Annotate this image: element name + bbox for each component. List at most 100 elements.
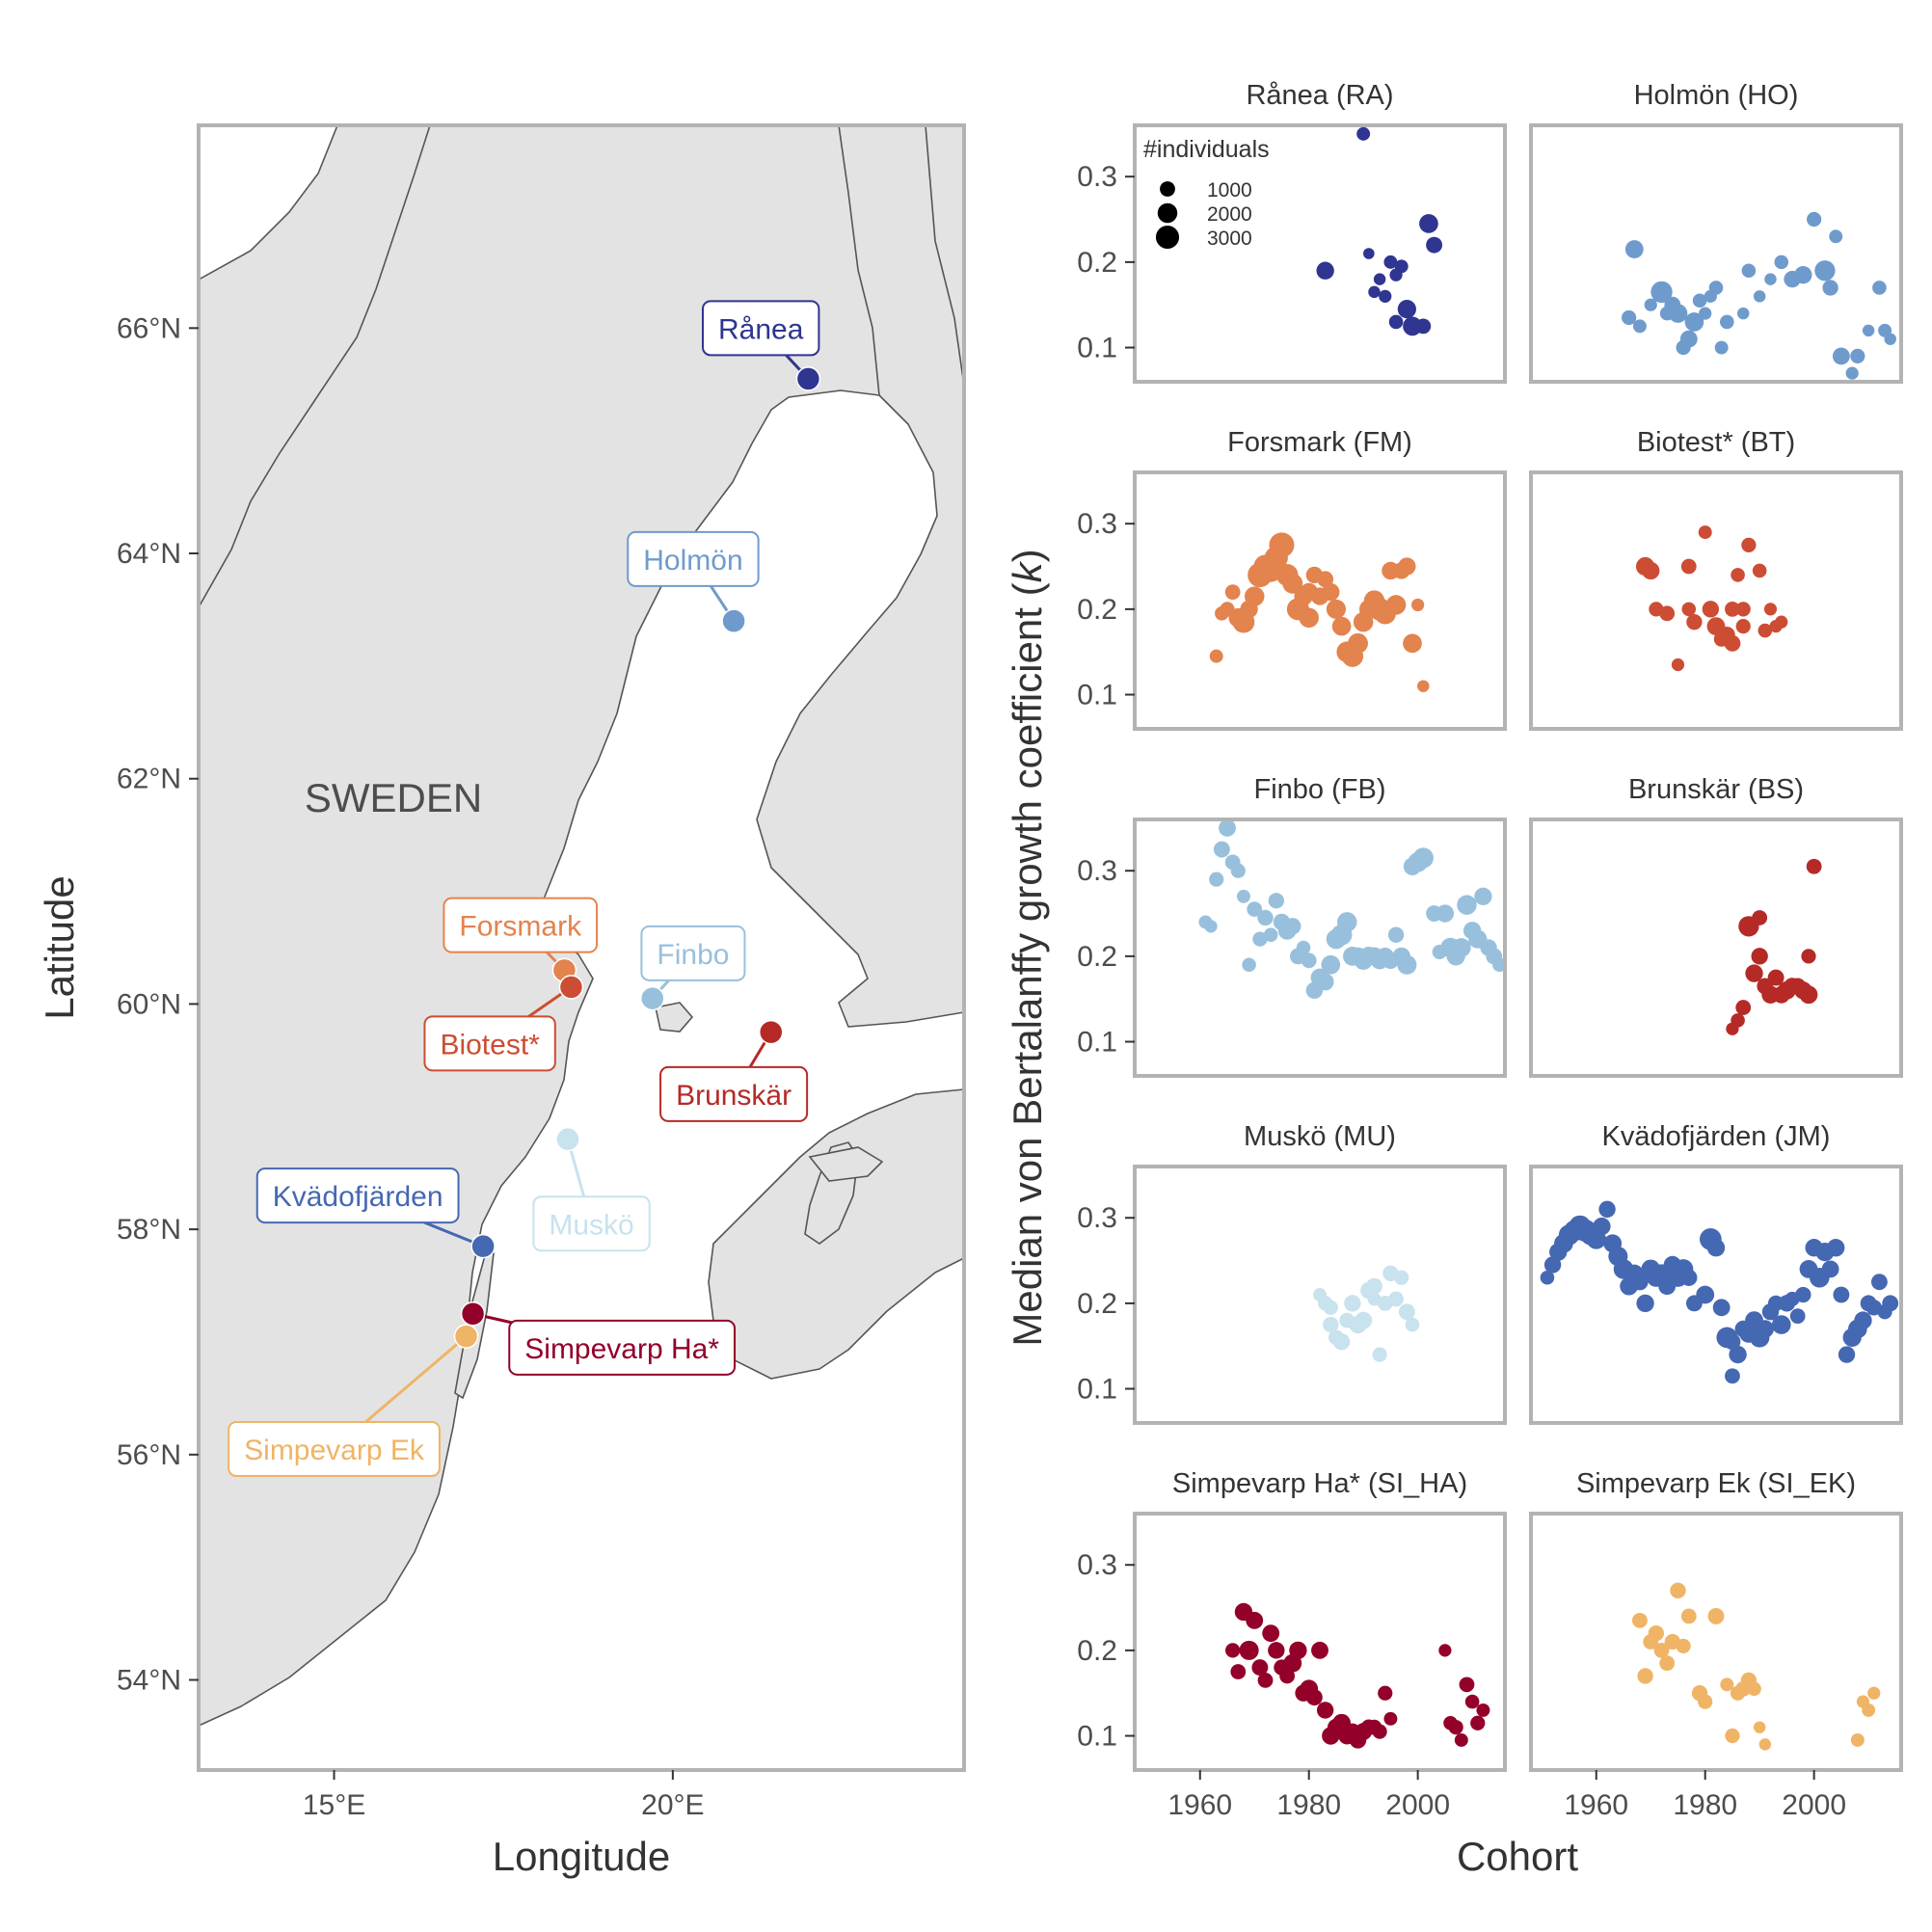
data-point [1648,1624,1665,1642]
data-point [1827,1239,1845,1257]
data-point [1598,1200,1616,1219]
y-tick-label: 0.2 [1077,941,1117,973]
data-point [1209,872,1224,887]
data-point [1696,1285,1715,1304]
data-point [1593,1217,1611,1236]
data-point [1642,561,1660,580]
data-point [1838,1346,1856,1363]
facet-title: Brunskär (BS) [1628,774,1804,805]
data-point [1882,1295,1899,1312]
data-point [1659,1655,1676,1672]
data-point [1659,605,1676,622]
data-point [1794,265,1812,284]
data-point [1230,863,1246,878]
data-point [1653,1642,1670,1658]
facet-frame [1529,818,1903,1078]
map-y-tick-label: 56°N [117,1439,181,1471]
data-point [1795,1286,1811,1303]
facet-frame [1529,1165,1903,1425]
growth-coefficient-facets: Rånea (RA) 0.1 0.2 0.3 Holmön (HO) Forsmark (… [1077,80,1903,1821]
y-tick-label: 0.3 [1077,161,1117,193]
site-mu: Muskö [532,1126,651,1252]
data-point [1806,858,1822,874]
data-point [1316,261,1334,280]
data-point [1832,347,1850,365]
data-point [1403,633,1422,654]
y-tick-label: 0.1 [1077,333,1117,364]
data-point [1735,1000,1752,1015]
facet-frame [1133,123,1507,384]
data-point [1637,1668,1653,1684]
site-label: Muskö [549,1209,633,1241]
data-point [1833,1286,1850,1303]
data-point [1464,1694,1480,1709]
data-point [1457,895,1477,915]
site-label: Finbo [657,939,729,971]
y-tick-label: 0.1 [1077,1374,1117,1406]
data-point [1356,126,1371,141]
data-point [1436,904,1455,923]
data-point [1394,259,1409,274]
facet-title: Muskö (MU) [1244,1121,1396,1152]
data-point [1367,1292,1382,1306]
data-point [1752,910,1768,926]
y-tick-label: 0.3 [1077,855,1117,887]
data-point [1317,571,1334,588]
map-axis-ticks: 15°E 20°E 54°N 56°N 58°N 60°N 62°N 64°N 66°N [117,312,705,1821]
x-tick-label: 1960 [1167,1789,1232,1821]
data-point [1753,290,1766,303]
data-point [1884,333,1896,345]
data-point [1419,214,1438,233]
data-point [1476,1703,1490,1717]
data-point [1251,1659,1269,1677]
data-point [1344,1295,1361,1312]
data-point [1712,1299,1731,1317]
data-point [1415,318,1432,335]
data-point [1699,307,1712,320]
facet-bs: Brunskär (BS) [1529,774,1903,1078]
site-ho: Holmön [627,530,760,633]
data-point [1426,236,1443,254]
map-y-tick-label: 60°N [117,988,181,1020]
map-y-tick-label: 58°N [117,1214,181,1246]
data-point [1262,1624,1280,1643]
facet-ra: Rånea (RA) 0.1 0.2 0.3 [1077,80,1507,384]
data-point [1326,599,1346,619]
y-tick-label: 0.3 [1077,1202,1117,1234]
data-point [1244,586,1265,606]
finland-border [838,125,880,396]
data-point [1268,893,1284,909]
data-point [1725,1368,1740,1384]
data-point [1224,584,1241,601]
site-marker [758,1019,784,1045]
chart-y-axis-title: Median von Bertalanffy growth coefficien… [1005,549,1050,1346]
data-point [1724,1333,1741,1351]
russia-border [925,125,964,387]
data-point [1774,255,1789,270]
size-legend-label: 2000 [1207,203,1252,226]
baltic-sea [199,389,964,1770]
data-point [1403,316,1422,336]
site-label: Holmön [643,545,742,577]
data-point [1671,657,1685,672]
facet-jm: Kvädofjärden (JM) [1529,1121,1903,1425]
data-point [1692,293,1707,309]
size-legend-key [1155,225,1180,250]
data-point [1741,537,1757,552]
facet-panel [1531,472,1901,729]
x-tick-label: 1980 [1276,1789,1341,1821]
data-point [1708,281,1724,295]
data-point [1348,632,1368,654]
data-point [1316,973,1334,991]
data-point [1540,1270,1555,1285]
site-fm: Forsmark [443,897,599,983]
data-point [1236,889,1250,903]
data-point [1459,1677,1475,1693]
data-point [1432,944,1447,960]
facet-si-ek: Simpevarp Ek (SI_EK) 1960 1980 2000 [1529,1468,1903,1821]
data-point [1850,1733,1865,1747]
facet-bt: Biotest* (BT) [1529,427,1903,731]
data-point [1764,273,1777,285]
data-point [1379,289,1392,303]
